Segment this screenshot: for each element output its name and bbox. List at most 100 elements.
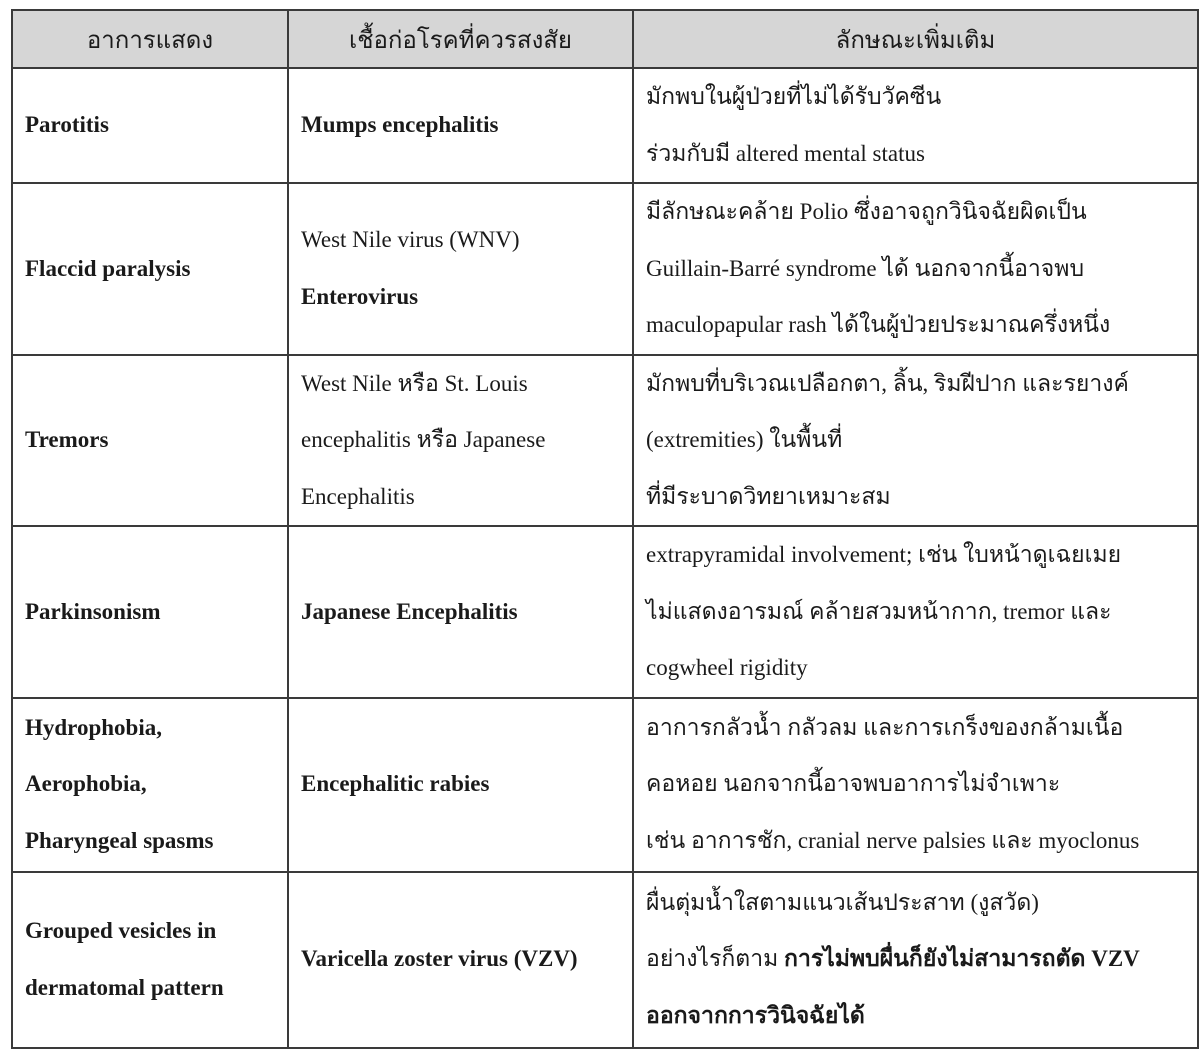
cell-line: มักพบที่บริเวณเปลือกตา, ลิ้น, ริมฝีปาก แ…	[646, 356, 1185, 413]
text-segment: Varicella zoster virus (VZV)	[301, 946, 578, 972]
text-segment: Encephalitis	[301, 483, 415, 509]
cell-line: Enterovirus	[301, 269, 620, 326]
cell-line: Japanese Encephalitis	[301, 584, 620, 641]
text-segment: ร่วมกับมี altered mental status	[646, 140, 925, 166]
cell-pathogen: West Nile virus (WNV) Enterovirus	[287, 182, 634, 356]
cell-line: ร่วมกับมี altered mental status	[646, 126, 1185, 183]
cell-line: West Nile หรือ St. Louis	[301, 356, 620, 413]
text-segment: West Nile virus (WNV)	[301, 227, 520, 253]
cell-symptom: Parkinsonism	[11, 525, 289, 699]
cell-line: Parotitis	[25, 97, 275, 154]
cell-line: Encephalitis	[301, 469, 620, 526]
text-segment: Mumps encephalitis	[301, 112, 499, 138]
text-segment: Guillain-Barré syndrome ได้ นอกจากนี้อาจ…	[646, 255, 1085, 281]
cell-pathogen: Japanese Encephalitis	[287, 525, 634, 699]
cell-line: Grouped vesicles in	[25, 903, 275, 960]
cell-line: ที่มีระบาดวิทยาเหมาะสม	[646, 469, 1185, 526]
text-segment: West Nile หรือ St. Louis	[301, 370, 528, 396]
cell-line: Aerophobia,	[25, 756, 275, 813]
cell-line: encephalitis หรือ Japanese	[301, 412, 620, 469]
cell-line: Flaccid paralysis	[25, 241, 275, 298]
cell-pathogen: Mumps encephalitis	[287, 67, 634, 184]
text-segment: ผื่นตุ่มน้ำใสตามแนวเส้นประสาท (งูสวัด)	[646, 889, 1039, 915]
table-row: Parotitis Mumps encephalitis มักพบในผู้ป่ว…	[11, 67, 1199, 184]
cell-line: ออกจากการวินิจฉัยได้	[646, 988, 1185, 1045]
text-segment: Pharyngeal spasms	[25, 827, 214, 853]
table-row: Tremors West Nile หรือ St. Louis encephali…	[11, 353, 1199, 527]
cell-notes: extrapyramidal involvement; เช่น ใบหน้าด…	[632, 525, 1199, 699]
cell-line: Varicella zoster virus (VZV)	[301, 931, 620, 988]
cell-notes: มักพบในผู้ป่วยที่ไม่ได้รับวัคซีนร่วมกับม…	[632, 67, 1199, 184]
table-row: Flaccid paralysis West Nile virus (WNV) En…	[11, 182, 1199, 356]
cell-symptom: Tremors	[11, 353, 289, 527]
text-segment: ไม่แสดงอารมณ์ คล้ายสวมหน้ากาก, tremor แล…	[646, 598, 1112, 624]
text-segment: maculopapular rash ได้ในผู้ป่วยประมาณครึ…	[646, 312, 1111, 337]
text-segment: dermatomal pattern	[25, 974, 224, 1000]
text-segment: มักพบที่บริเวณเปลือกตา, ลิ้น, ริมฝีปาก แ…	[646, 370, 1129, 396]
text-segment: ออกจากการวินิจฉัยได้	[646, 1002, 865, 1028]
cell-line: คอหอย นอกจากนี้อาจพบอาการไม่จำเพาะ	[646, 756, 1185, 813]
text-segment: เช่น อาการชัก, cranial nerve palsies และ…	[646, 827, 1140, 853]
text-segment: คอหอย นอกจากนี้อาจพบอาการไม่จำเพาะ	[646, 771, 1061, 797]
cell-line: Hydrophobia,	[25, 700, 275, 757]
cell-notes: อาการกลัวน้ำ กลัวลม และการเกร็งของกล้ามเ…	[632, 696, 1199, 873]
header-row: อาการแสดง เชื้อก่อโรคที่ควรสงสัย ลักษณะเ…	[11, 9, 1199, 69]
cell-line: Pharyngeal spasms	[25, 813, 275, 870]
cell-notes: มีลักษณะคล้าย Polio ซึ่งอาจถูกวินิจฉัยผิ…	[632, 182, 1199, 356]
cell-line: Encephalitic rabies	[301, 756, 620, 813]
cell-line: Mumps encephalitis	[301, 97, 620, 154]
text-segment: Hydrophobia,	[25, 714, 162, 740]
text-segment: (extremities) ในพื้นที่	[646, 427, 843, 452]
cell-line: (extremities) ในพื้นที่	[646, 412, 1185, 469]
cell-line: Parkinsonism	[25, 584, 275, 641]
table-row: Parkinsonism Japanese Encephalitis extrapy…	[11, 525, 1199, 699]
text-segment: มักพบในผู้ป่วยที่ไม่ได้รับวัคซีน	[646, 84, 942, 109]
cell-line: อย่างไรก็ตาม การไม่พบผื่นก็ยังไม่สามารถต…	[646, 931, 1185, 988]
cell-line: ไม่แสดงอารมณ์ คล้ายสวมหน้ากาก, tremor แล…	[646, 584, 1185, 641]
text-segment: encephalitis หรือ Japanese	[301, 427, 546, 452]
text-segment: อาการกลัวน้ำ กลัวลม และการเกร็งของกล้ามเ…	[646, 714, 1124, 740]
text-segment: Japanese Encephalitis	[301, 598, 518, 624]
table-row: Hydrophobia, Aerophobia, Pharyngeal spasms…	[11, 696, 1199, 873]
header-symptom: อาการแสดง	[11, 9, 289, 69]
text-segment: ที่มีระบาดวิทยาเหมาะสม	[646, 483, 891, 509]
cell-symptom: Grouped vesicles in dermatomal pattern	[11, 870, 289, 1049]
text-segment: อย่างไรก็ตาม	[646, 946, 785, 972]
cell-notes: มักพบที่บริเวณเปลือกตา, ลิ้น, ริมฝีปาก แ…	[632, 353, 1199, 527]
cell-line: ผื่นตุ่มน้ำใสตามแนวเส้นประสาท (งูสวัด)	[646, 875, 1185, 932]
cell-symptom: Hydrophobia, Aerophobia, Pharyngeal spasms	[11, 696, 289, 873]
cell-line: เช่น อาการชัก, cranial nerve palsies และ…	[646, 813, 1185, 870]
text-segment: cogwheel rigidity	[646, 655, 808, 680]
cell-pathogen: Encephalitic rabies	[287, 696, 634, 873]
text-segment: Aerophobia,	[25, 771, 147, 797]
cell-pathogen: West Nile หรือ St. Louis encephalitis หรื…	[287, 353, 634, 527]
header-pathogen: เชื้อก่อโรคที่ควรสงสัย	[287, 9, 634, 69]
cell-line: maculopapular rash ได้ในผู้ป่วยประมาณครึ…	[646, 297, 1185, 354]
cell-line: มีลักษณะคล้าย Polio ซึ่งอาจถูกวินิจฉัยผิ…	[646, 184, 1185, 241]
text-segment: มีลักษณะคล้าย Polio ซึ่งอาจถูกวินิจฉัยผิ…	[646, 199, 1087, 224]
text-segment: extrapyramidal involvement; เช่น ใบหน้าด…	[646, 542, 1122, 567]
cell-pathogen: Varicella zoster virus (VZV)	[287, 870, 634, 1049]
cell-line: มักพบในผู้ป่วยที่ไม่ได้รับวัคซีน	[646, 69, 1185, 126]
symptom-pathogen-table: อาการแสดง เชื้อก่อโรคที่ควรสงสัย ลักษณะเ…	[11, 9, 1199, 1049]
table-row: Grouped vesicles in dermatomal pattern Var…	[11, 870, 1199, 1049]
cell-symptom: Flaccid paralysis	[11, 182, 289, 356]
cell-line: อาการกลัวน้ำ กลัวลม และการเกร็งของกล้ามเ…	[646, 700, 1185, 757]
text-segment: Parotitis	[25, 112, 109, 138]
text-segment: Encephalitic rabies	[301, 771, 490, 797]
text-segment: Flaccid paralysis	[25, 255, 191, 281]
text-segment: Tremors	[25, 427, 109, 452]
cell-line: Tremors	[25, 412, 275, 469]
cell-symptom: Parotitis	[11, 67, 289, 184]
cell-notes: ผื่นตุ่มน้ำใสตามแนวเส้นประสาท (งูสวัด) อย…	[632, 870, 1199, 1049]
text-segment: Parkinsonism	[25, 598, 161, 624]
text-segment: การไม่พบผื่นก็ยังไม่สามารถตัด VZV	[784, 946, 1140, 972]
text-segment: Grouped vesicles in	[25, 918, 217, 943]
text-segment: Enterovirus	[301, 283, 419, 309]
cell-line: cogwheel rigidity	[646, 640, 1185, 697]
header-notes: ลักษณะเพิ่มเติม	[632, 9, 1199, 69]
cell-line: Guillain-Barré syndrome ได้ นอกจากนี้อาจ…	[646, 241, 1185, 298]
cell-line: West Nile virus (WNV)	[301, 212, 620, 269]
cell-line: dermatomal pattern	[25, 960, 275, 1017]
cell-line: extrapyramidal involvement; เช่น ใบหน้าด…	[646, 527, 1185, 584]
